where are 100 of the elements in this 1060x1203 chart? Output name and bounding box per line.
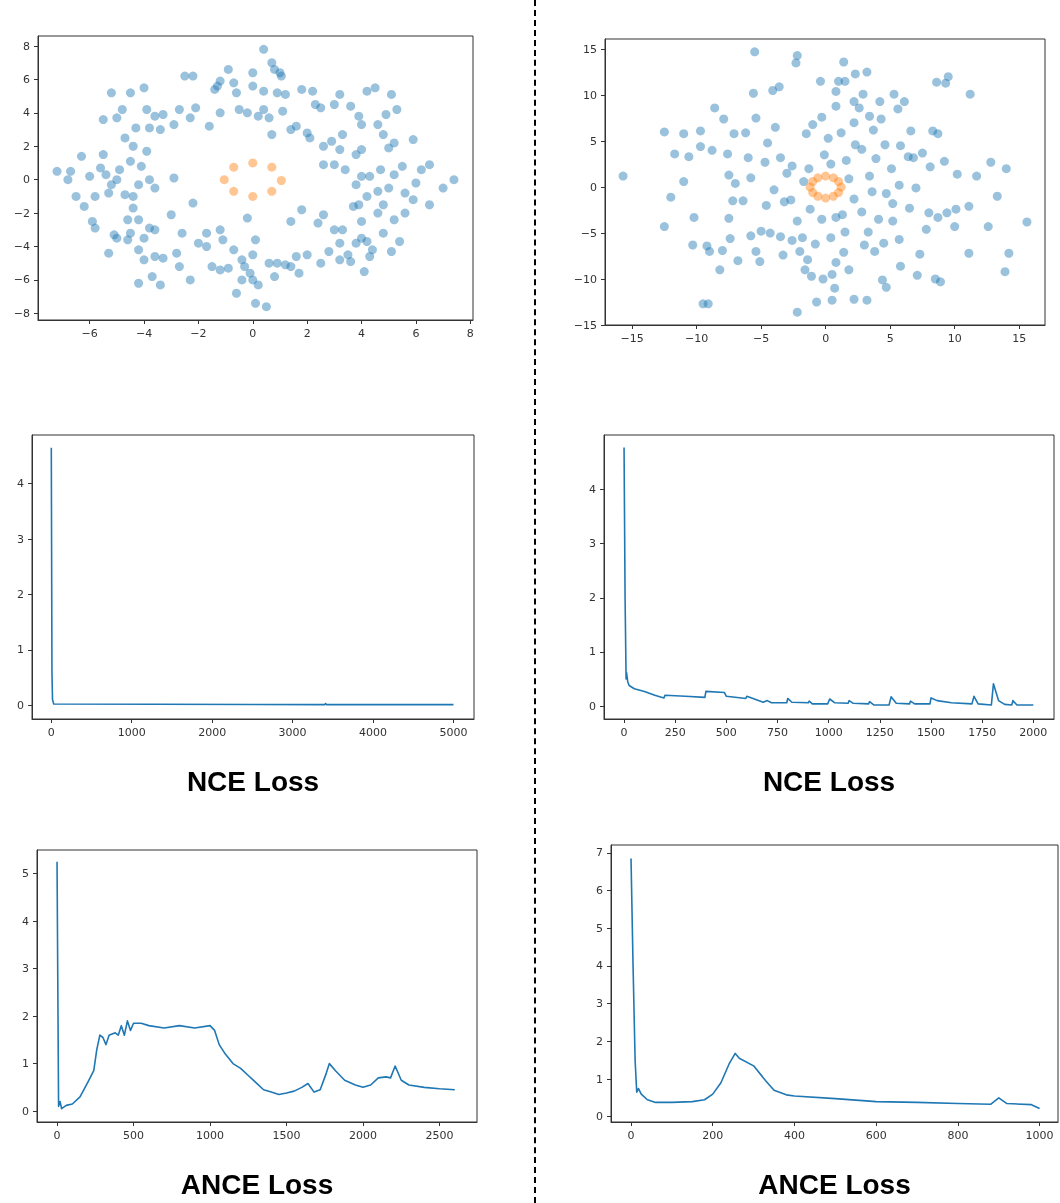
point <box>276 176 286 185</box>
y-tick-label: 2 <box>23 139 30 153</box>
x-tick-label: −2 <box>190 327 207 340</box>
y-tick-label: 8 <box>23 39 30 53</box>
x-tick-label: 8 <box>466 327 474 340</box>
y-tick-label: 4 <box>23 106 30 120</box>
x-tick-label: 6 <box>412 327 420 340</box>
x-tick-label: 0 <box>249 327 257 340</box>
y-tick-label: 1 <box>589 645 596 659</box>
y-tick-label: 2 <box>596 1034 603 1048</box>
x-tick-label: 0 <box>47 726 55 739</box>
line-series <box>56 861 456 1110</box>
x-tick-label: −10 <box>685 332 709 345</box>
x-tick-label: −4 <box>135 327 153 340</box>
line-series <box>630 857 1041 1110</box>
point <box>821 171 831 181</box>
x-tick-label: −15 <box>620 332 644 345</box>
point <box>821 193 831 203</box>
x-tick-label: 10 <box>947 332 962 345</box>
y-tick-label: 1 <box>22 1057 29 1071</box>
y-tick-label: 4 <box>17 477 24 491</box>
y-tick-label: 7 <box>596 846 603 860</box>
y-tick-label: 4 <box>22 914 29 928</box>
y-tick-label: −10 <box>573 272 597 286</box>
y-tick-label: −2 <box>13 206 30 220</box>
x-tick-label: 1250 <box>865 726 894 739</box>
y-tick-label: 3 <box>22 962 29 976</box>
x-tick-label: −6 <box>81 327 98 340</box>
x-tick-label: 5 <box>886 332 894 345</box>
y-tick-label: 2 <box>17 587 24 601</box>
y-tick-label: 0 <box>17 698 24 712</box>
y-tick-label: 1 <box>596 1072 603 1086</box>
x-axis-title: ANCE Loss <box>180 1168 334 1200</box>
x-tick-label: 750 <box>767 726 789 739</box>
x-tick-label: 250 <box>664 726 686 739</box>
point <box>229 186 239 196</box>
x-tick-label: 4 <box>358 327 366 340</box>
y-tick-label: 2 <box>589 591 596 605</box>
y-tick-label: 5 <box>590 134 597 148</box>
x-axis-title: NCE Loss <box>762 765 896 797</box>
y-tick-label: 4 <box>596 959 603 973</box>
y-tick-label: −4 <box>13 239 30 253</box>
x-tick-label: 1500 <box>272 1129 301 1142</box>
y-tick-label: 6 <box>23 72 30 86</box>
y-tick-label: 6 <box>596 884 603 898</box>
point <box>229 162 239 172</box>
x-tick-label: 1000 <box>1025 1129 1054 1142</box>
x-tick-label: 5000 <box>439 726 468 739</box>
x-tick-label: 200 <box>702 1129 724 1142</box>
y-tick-label: 0 <box>22 1104 29 1118</box>
x-tick-label: 2000 <box>198 726 227 739</box>
x-tick-label: 1750 <box>968 726 997 739</box>
y-tick-label: 4 <box>589 483 596 497</box>
x-tick-label: 0 <box>53 1129 61 1142</box>
y-tick-label: 0 <box>23 173 30 187</box>
y-tick-label: 2 <box>22 1009 29 1023</box>
x-tick-label: 400 <box>783 1129 805 1142</box>
point <box>834 188 844 198</box>
x-tick-label: 500 <box>715 726 737 739</box>
point <box>248 158 258 168</box>
point <box>813 191 823 201</box>
x-tick-label: 3000 <box>278 726 307 739</box>
line-series <box>623 446 1035 706</box>
x-tick-label: 2500 <box>425 1129 454 1142</box>
y-tick-label: 3 <box>596 997 603 1011</box>
x-tick-label: 0 <box>620 726 628 739</box>
y-tick-label: 0 <box>596 1110 603 1124</box>
point <box>219 175 229 185</box>
y-tick-label: −6 <box>13 273 30 287</box>
x-tick-label: 500 <box>123 1129 145 1142</box>
y-tick-label: 3 <box>589 537 596 551</box>
point <box>267 162 277 172</box>
x-axis-title: NCE Loss <box>186 765 320 797</box>
x-tick-label: 2000 <box>1019 726 1048 739</box>
y-tick-label: 15 <box>583 42 597 56</box>
y-tick-label: 5 <box>22 867 29 881</box>
x-tick-label: 2 <box>303 327 311 340</box>
y-tick-label: 5 <box>596 921 603 935</box>
x-axis-title: ANCE Loss <box>758 1168 911 1200</box>
point <box>828 173 838 183</box>
x-tick-label: 0 <box>822 332 830 345</box>
y-tick-label: 3 <box>17 532 24 546</box>
x-tick-label: 2000 <box>349 1129 378 1142</box>
line-series <box>50 446 455 706</box>
x-tick-label: −5 <box>753 332 770 345</box>
y-tick-label: 0 <box>589 699 596 713</box>
y-tick-label: 1 <box>17 643 24 657</box>
x-tick-label: 1000 <box>814 726 843 739</box>
x-tick-label: 1000 <box>196 1129 225 1142</box>
y-tick-label: 0 <box>590 180 597 194</box>
x-tick-label: 4000 <box>359 726 388 739</box>
y-tick-label: 10 <box>583 88 597 102</box>
x-tick-label: 600 <box>865 1129 887 1142</box>
point <box>267 186 277 196</box>
x-tick-label: 1500 <box>917 726 946 739</box>
x-tick-label: 800 <box>947 1129 969 1142</box>
x-tick-label: 0 <box>627 1129 635 1142</box>
y-tick-label: −8 <box>13 306 30 320</box>
y-tick-label: −5 <box>580 226 597 240</box>
point <box>248 191 258 201</box>
